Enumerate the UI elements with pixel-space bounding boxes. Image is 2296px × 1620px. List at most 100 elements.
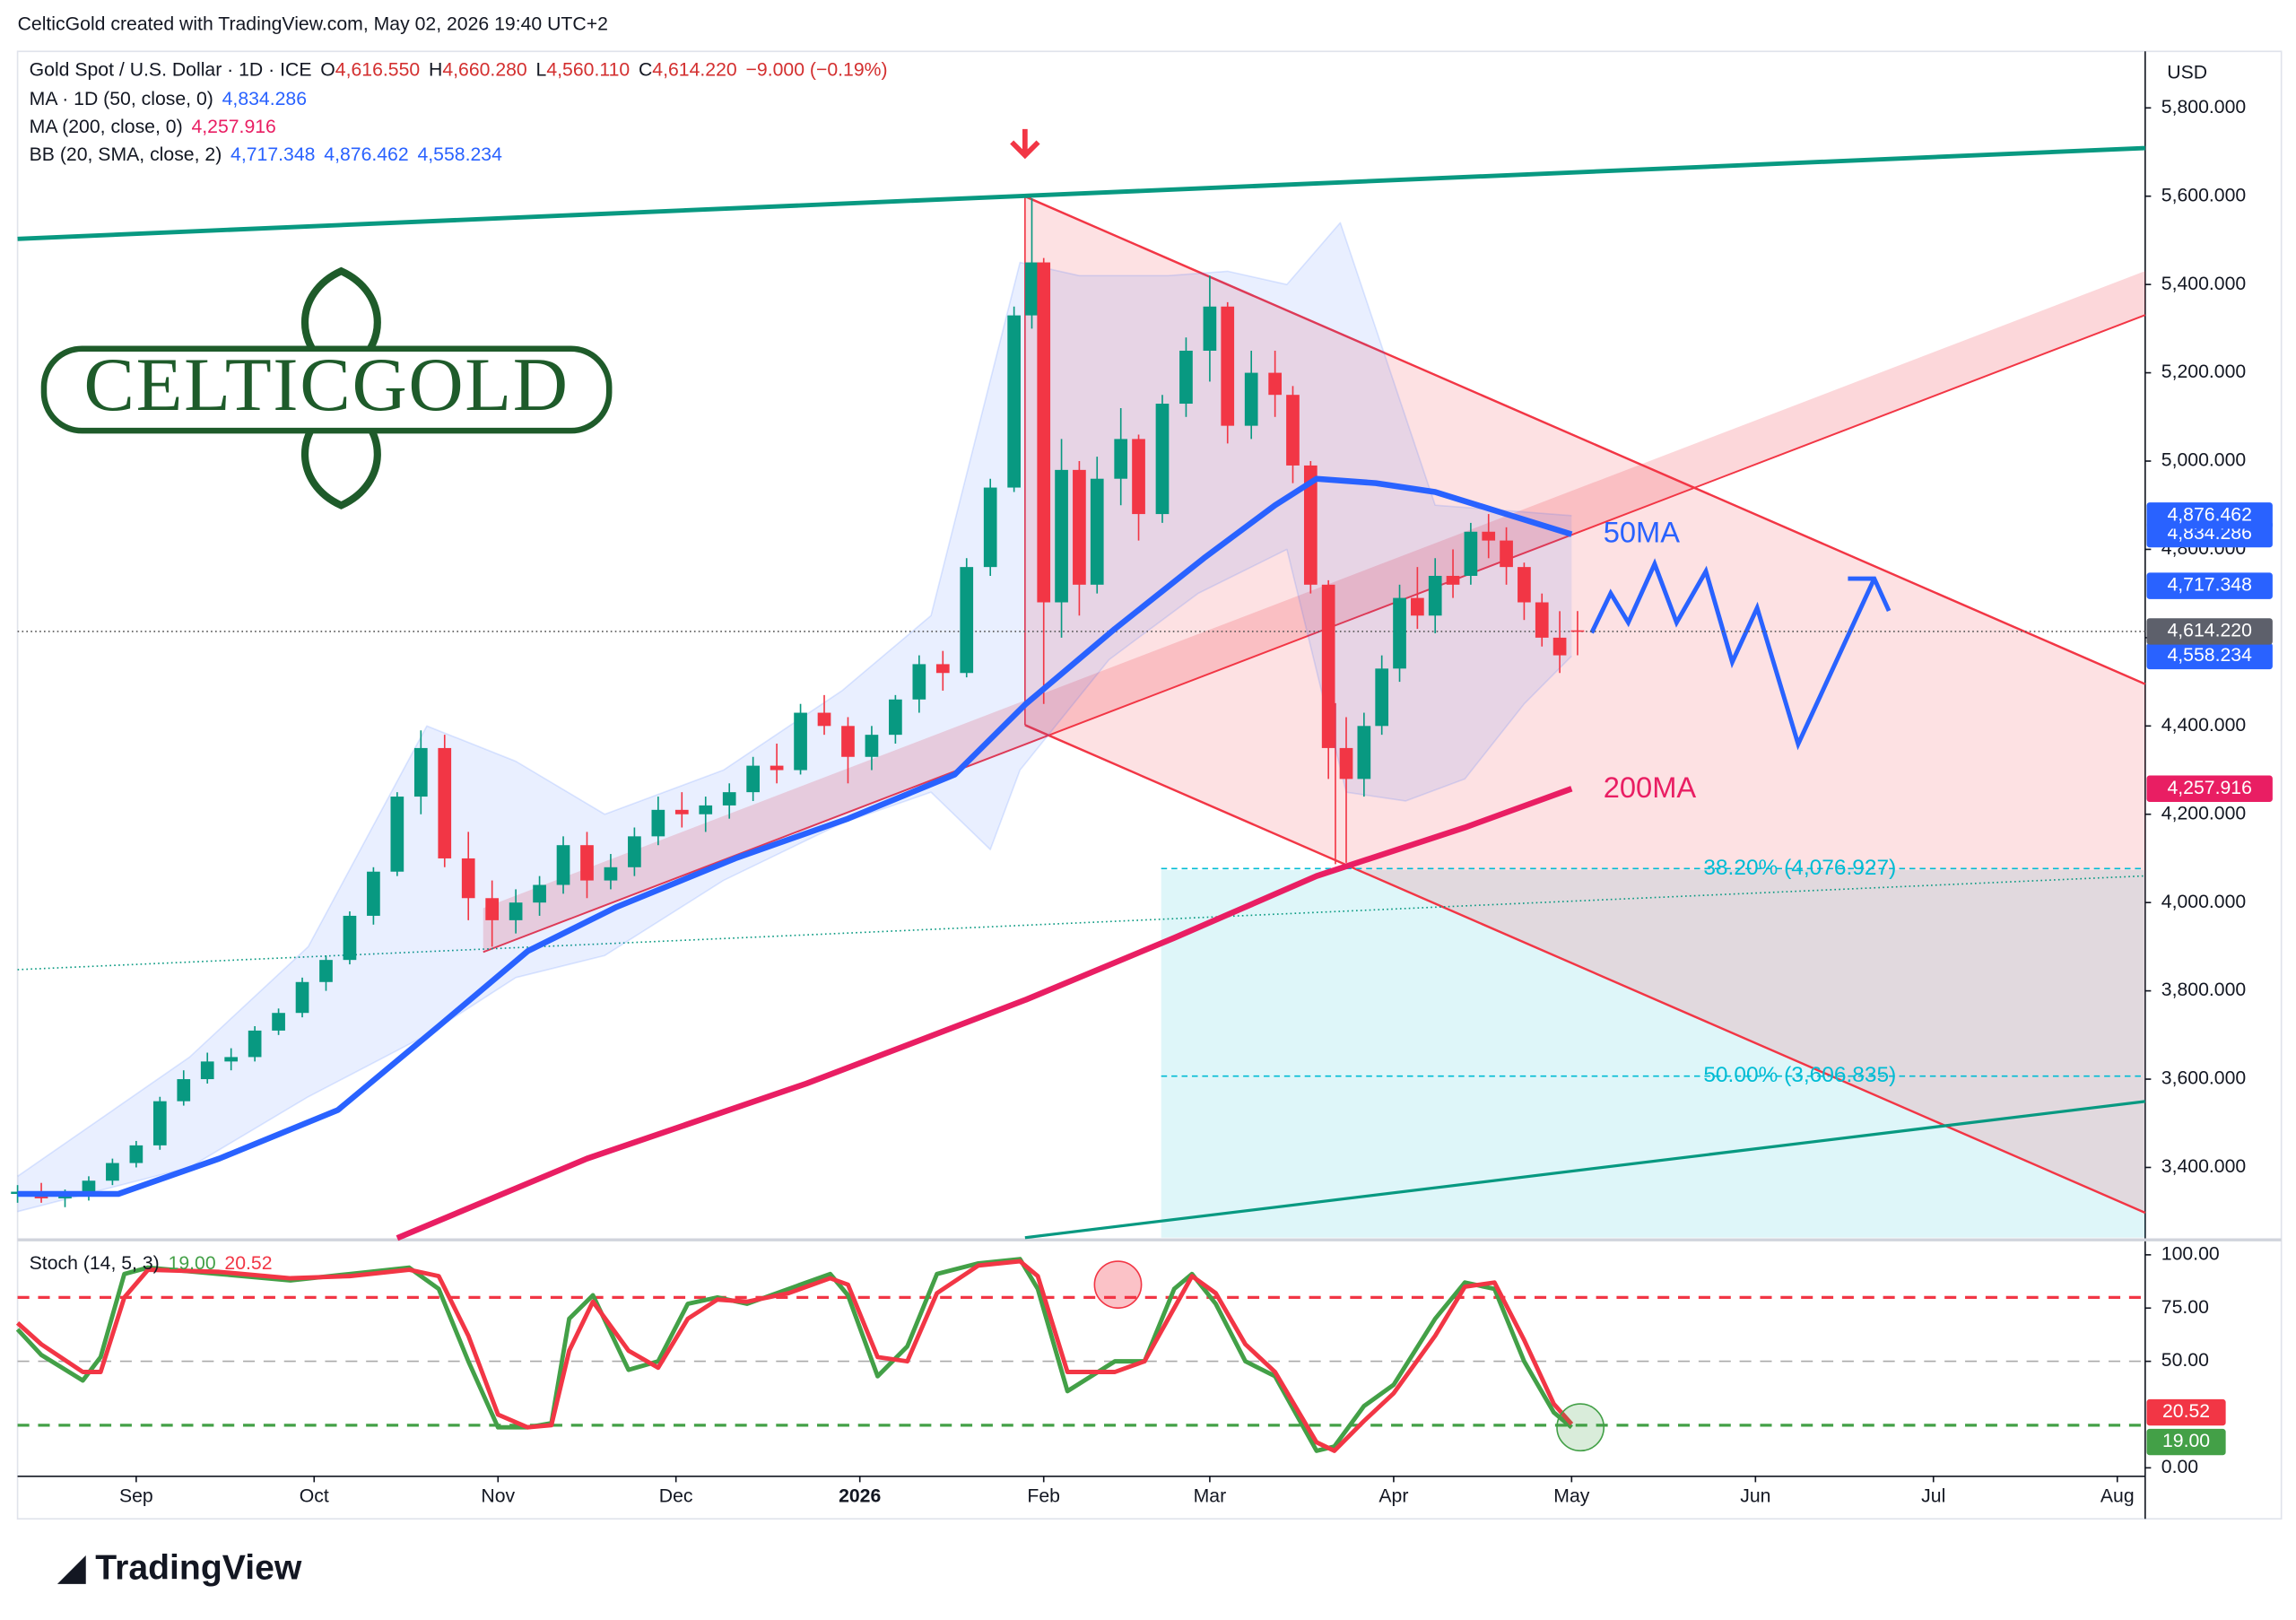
top-arrow — [1010, 128, 1040, 160]
x-tick-label: Aug — [2100, 1485, 2135, 1506]
legend-item: 4,717.348 — [230, 144, 315, 165]
legend-line: MA (200, close, 0) 4,257.916 — [30, 117, 276, 137]
candle-body — [1393, 597, 1406, 669]
legend-item: 4,614.220 — [652, 59, 736, 80]
stoch-tick-label: 50.00 — [2161, 1350, 2209, 1371]
candle-body — [343, 915, 357, 961]
x-tick-label: Jul — [1921, 1485, 1945, 1506]
candle-body — [152, 1101, 167, 1145]
candle-body — [1535, 602, 1549, 638]
y-tick-label: 4,200.000 — [2161, 803, 2246, 823]
candle-body — [1155, 404, 1170, 515]
stoch-tag — [2146, 1428, 2226, 1456]
candle-body — [983, 487, 997, 568]
dotted-trendline — [17, 875, 2145, 971]
candle-body — [1428, 575, 1442, 616]
forecast-arrowhead — [1848, 576, 1892, 612]
price-tag — [2146, 502, 2273, 529]
candle-body — [413, 747, 428, 797]
candle-body — [1055, 469, 1068, 603]
x-tick-label: Oct — [300, 1485, 329, 1506]
x-tick-label: Mar — [1194, 1485, 1227, 1506]
price-tag-label: 4,614.220 — [2167, 620, 2251, 640]
candle-body — [106, 1163, 119, 1181]
logo-badge — [40, 345, 613, 434]
price-tag-label: 4,876.462 — [2167, 504, 2251, 525]
candle-body — [556, 845, 570, 885]
legend-item: 4,558.234 — [417, 144, 502, 165]
candle-body — [817, 712, 831, 727]
candle-body — [912, 664, 926, 700]
rising-band — [483, 271, 2145, 953]
candle-body — [58, 1196, 72, 1198]
x-tick-label: May — [1553, 1485, 1589, 1506]
y-tick-label: 5,400.000 — [2161, 274, 2246, 294]
legend-item: Gold Spot / U.S. Dollar · 1D · ICE — [30, 59, 312, 80]
candle-body — [367, 871, 380, 916]
stoch-marker — [1093, 1260, 1143, 1310]
candle-body — [1357, 726, 1371, 780]
stoch-tag — [2146, 1398, 2226, 1426]
y-tick-label: 4,400.000 — [2161, 715, 2246, 736]
candle-body — [1518, 567, 1531, 603]
y-tick-label: 5,000.000 — [2161, 450, 2246, 471]
legend-item: C — [639, 59, 652, 80]
currency: USD — [2167, 62, 2207, 83]
candle-body — [1007, 315, 1021, 488]
stoch-tag-label: 19.00 — [2162, 1431, 2210, 1451]
candle-body — [794, 712, 807, 771]
y-tick-label: 4,000.000 — [2161, 892, 2246, 912]
chart-frame — [16, 50, 2283, 1520]
candle-body — [200, 1061, 214, 1080]
credit: CelticGold created with TradingView.com,… — [18, 14, 608, 35]
candle-body — [1025, 262, 1039, 316]
candle-body — [295, 981, 309, 1014]
candle-body — [1464, 531, 1478, 576]
legend-item: H — [429, 59, 442, 80]
candle-body — [177, 1079, 191, 1102]
rising-line — [483, 314, 2146, 954]
price-tag — [2146, 775, 2273, 802]
x-tick-label: Jun — [1740, 1485, 1770, 1506]
x-tick-label: 2026 — [839, 1485, 881, 1506]
x-tick-label: Feb — [1027, 1485, 1060, 1506]
candle-body — [485, 898, 500, 920]
candle-body — [438, 747, 452, 858]
annotation: 200MA — [1604, 771, 1697, 804]
y-tick-label: 5,200.000 — [2161, 361, 2246, 382]
legend-line: Stoch (14, 5, 3) 19.00 20.52 — [30, 1253, 273, 1274]
candle-body — [224, 1057, 239, 1062]
forecast-path — [1589, 558, 1877, 751]
legend-item: 20.52 — [224, 1253, 272, 1274]
candle-body — [1244, 372, 1258, 426]
legend-item: O — [320, 59, 335, 80]
x-tick-label: Sep — [119, 1485, 153, 1506]
brand: ◢ TradingView — [57, 1549, 302, 1588]
legend-item: L — [536, 59, 547, 80]
legend-item: 4,257.916 — [191, 117, 275, 137]
candle-body — [1090, 478, 1104, 585]
upper-trendline — [17, 145, 2145, 241]
candle-body — [319, 960, 333, 982]
candle-body — [1286, 395, 1300, 466]
logo: CELTICGOLD — [40, 266, 613, 510]
candle-body — [129, 1145, 144, 1163]
price-tag-label: 4,717.348 — [2167, 575, 2251, 596]
candle-body — [1114, 439, 1128, 479]
candle-body — [1203, 306, 1217, 351]
legend-item: MA · 1D (50, close, 0) — [30, 89, 213, 109]
price-tag — [2146, 642, 2273, 670]
candle-body — [1552, 637, 1567, 656]
candle-body — [889, 699, 902, 736]
brand-mark: ◢ — [57, 1549, 95, 1588]
legend-item: 4,834.286 — [222, 89, 307, 109]
candle-body — [1179, 350, 1193, 405]
legend-item: MA (200, close, 0) — [30, 117, 183, 137]
stoch-tick-label: 75.00 — [2161, 1297, 2209, 1318]
channel-fill — [1024, 196, 2145, 1213]
legend-item: 19.00 — [169, 1253, 216, 1274]
candle-body — [1268, 372, 1282, 396]
candle-body — [1303, 465, 1318, 585]
x-tick-label: Apr — [1378, 1485, 1408, 1506]
candle-body — [509, 902, 523, 920]
